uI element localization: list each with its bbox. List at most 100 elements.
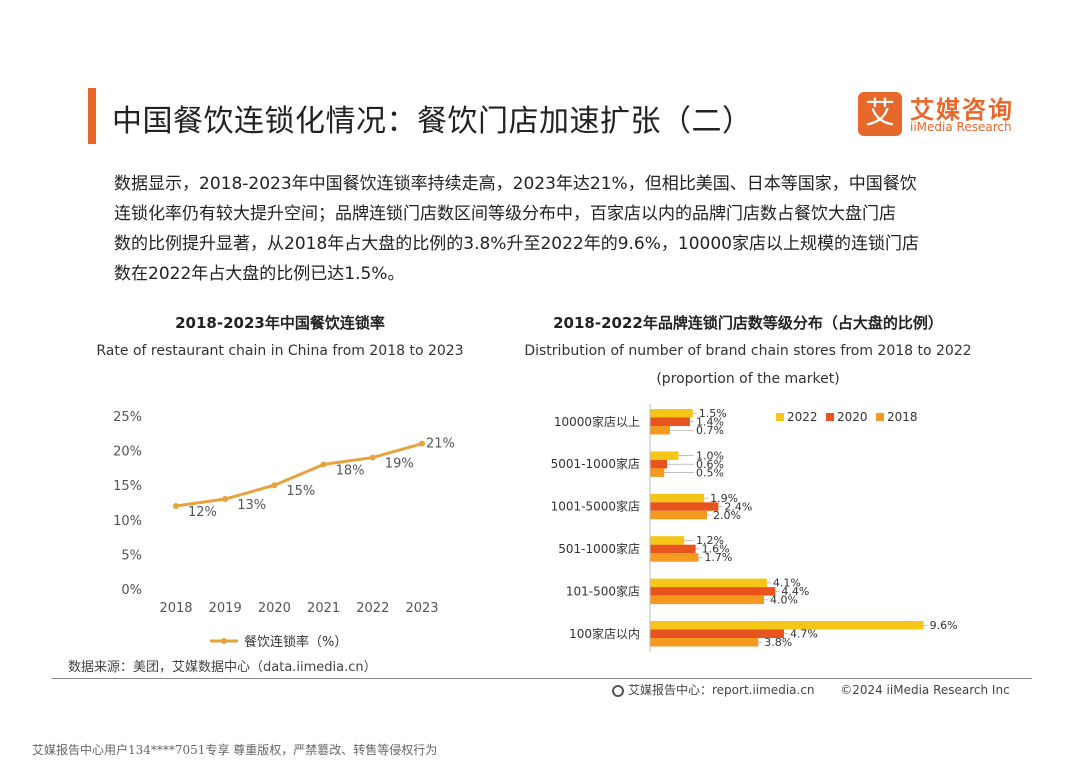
category-label: 10000家店以上 (554, 414, 640, 429)
data-point (271, 482, 278, 489)
page-title: 中国餐饮连锁化情况：餐饮门店加速扩张（二） (112, 104, 753, 139)
legend-label: 餐饮连锁率（%） (244, 634, 347, 650)
bar-value-label: 1.6% (702, 543, 730, 556)
y-tick-label: 15% (113, 479, 142, 494)
bar-value-label: 1.7% (704, 551, 732, 564)
bar-chart-subtitle-line2: (proportion of the market) (656, 371, 840, 387)
summary-paragraph: 数据显示，2018-2023年中国餐饮连锁率持续走高，2023年达21%，但相比… (114, 169, 984, 289)
data-point (369, 454, 376, 461)
category-label: 101-500家店 (566, 583, 640, 598)
legend-label: 2018 (887, 410, 918, 424)
bar-2018 (650, 553, 699, 562)
y-tick-label: 5% (121, 548, 142, 563)
x-tick-label: 2019 (209, 601, 242, 616)
bar-value-label: 1.9% (710, 492, 738, 505)
bar-2018 (650, 638, 759, 647)
bar-value-label: 1.5% (699, 407, 727, 420)
bar-value-label: 1.2% (696, 534, 724, 547)
legend-marker (221, 638, 227, 644)
company-logo: 艾 艾媒咨询 iiMedia Research (858, 90, 1028, 140)
bar-2022 (650, 409, 693, 418)
line-chart-subtitle: Rate of restaurant chain in China from 2… (96, 343, 464, 359)
bar-value-label: 2.4% (724, 500, 752, 513)
y-tick-label: 25% (113, 410, 142, 425)
data-label: 15% (286, 484, 315, 499)
bar-2018 (650, 595, 764, 605)
x-tick-label: 2018 (159, 601, 192, 616)
watermark-text: 艾媒报告中心用户134****7051专享 尊重版权，严禁篡改、转售等侵权行为 (32, 743, 438, 757)
bar-2022 (650, 578, 767, 588)
bar-value-label: 3.8% (764, 636, 792, 649)
bar-chart-title: 2018-2022年品牌连锁门店数等级分布（占大盘的比例） (553, 314, 943, 332)
title-accent-bar (88, 88, 96, 144)
paragraph-line: 连锁化率仍有较大提升空间；品牌连锁门店数区间等级分布中，百家店以内的品牌门店数占… (114, 204, 896, 224)
data-label: 12% (188, 505, 217, 520)
category-label: 501-1000家店 (558, 541, 640, 556)
category-label: 1001-5000家店 (551, 499, 640, 514)
bar-value-label: 0.6% (696, 458, 724, 471)
line-chart: 0% 5% 10% 15% 20% 25% 2018 2019 2020 2021 2022 2023… (113, 410, 455, 650)
paragraph-line: 数的比例提升显著，从2018年占大盘的比例的3.8%升至2022年的9.6%，1… (114, 234, 919, 254)
category-label: 5001-1000家店 (551, 456, 640, 471)
data-label: 21% (426, 437, 455, 452)
bar-value-label: 4.7% (790, 628, 818, 641)
bar-2018 (650, 426, 670, 435)
bar-value-label: 4.1% (773, 577, 801, 590)
y-tick-label: 10% (113, 514, 142, 529)
series-line-chain-rate (175, 442, 423, 508)
logo-chinese-name: 艾媒咨询 (910, 96, 1014, 124)
bar-value-label: 1.0% (696, 449, 724, 462)
legend-label: 2022 (787, 410, 818, 424)
bar-2020 (650, 502, 719, 511)
bar-2022 (650, 621, 924, 630)
y-tick-label: 0% (121, 583, 142, 598)
category-label: 100家店以内 (569, 626, 640, 641)
x-tick-label: 2023 (405, 601, 438, 616)
globe-icon (612, 685, 624, 697)
bar-value-label: 4.4% (781, 585, 809, 598)
bar-2020 (650, 587, 776, 596)
footer-info: 艾媒报告中心：report.iimedia.cn ©2024 iiMedia R… (612, 681, 1010, 698)
y-tick-label: 20% (113, 445, 142, 460)
data-point (222, 496, 229, 503)
legend-swatch (876, 413, 884, 421)
bar-2020 (650, 629, 784, 638)
bar-2020 (650, 544, 696, 554)
bar-2022 (650, 536, 685, 545)
bar-value-label: 0.5% (696, 466, 724, 479)
bar-value-label: 1.4% (696, 416, 724, 429)
footer-copyright: ©2024 iiMedia Research Inc (840, 683, 1010, 697)
bar-value-label: 0.7% (696, 424, 724, 437)
logo-english-name: iiMedia Research (910, 120, 1012, 134)
data-point (419, 440, 425, 447)
footer-divider (52, 678, 1032, 679)
data-point (173, 502, 179, 509)
data-source: 数据来源：美团，艾媒数据中心（data.iimedia.cn） (68, 660, 377, 675)
data-point (320, 461, 327, 468)
bar-chart-subtitle-line1: Distribution of number of brand chain st… (524, 343, 972, 359)
bar-value-label: 9.6% (930, 619, 958, 632)
bar-2022 (650, 451, 679, 460)
x-tick-label: 2021 (307, 601, 340, 616)
bar-2020 (650, 417, 690, 426)
x-tick-label: 2020 (258, 601, 291, 616)
bar-2018 (650, 468, 665, 477)
legend-label: 2020 (837, 410, 868, 424)
bar-value-label: 2.0% (713, 509, 741, 522)
data-label: 13% (237, 498, 266, 513)
legend-swatch (826, 413, 834, 421)
bar-2020 (650, 459, 668, 469)
logo-mark: 艾 (858, 92, 902, 136)
x-tick-label: 2022 (356, 601, 389, 616)
bar-chart: 2022 2020 2018 10000家店以上 1.5%1.4%0.7% 5001-10… (551, 404, 958, 652)
data-label: 19% (385, 457, 414, 472)
line-chart-title: 2018-2023年中国餐饮连锁率 (175, 314, 385, 332)
bar-2022 (650, 493, 705, 503)
bar-2018 (650, 510, 707, 520)
data-label: 18% (336, 463, 365, 478)
bar-value-label: 4.0% (770, 594, 798, 607)
paragraph-line: 数据显示，2018-2023年中国餐饮连锁率持续走高，2023年达21%，但相比… (114, 174, 917, 194)
paragraph-line: 数在2022年占大盘的比例已达1.5%。 (114, 264, 405, 284)
footer-report-link[interactable]: 艾媒报告中心：report.iimedia.cn (628, 683, 815, 697)
legend-swatch (776, 413, 784, 421)
